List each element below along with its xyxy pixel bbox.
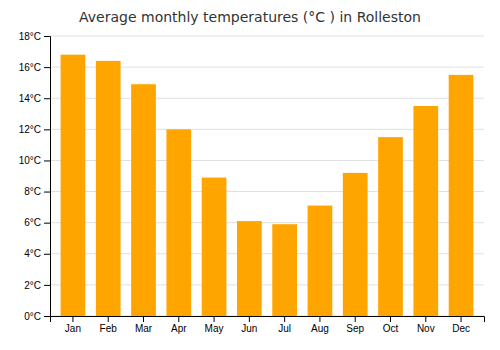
tick: Feb: [100, 316, 118, 334]
tick-mark: [44, 98, 50, 99]
tick-mark: [390, 316, 391, 322]
bar: [272, 224, 297, 316]
axis-domain: [44, 37, 51, 317]
tick-mark: [178, 316, 179, 322]
tick-mark: [284, 316, 285, 322]
bar: [166, 129, 191, 316]
tick-label: 8°C: [24, 186, 41, 197]
tick-mark: [143, 316, 144, 322]
bar: [308, 206, 333, 316]
tick-label: May: [205, 323, 224, 334]
tick: Nov: [417, 316, 435, 334]
tick-mark: [44, 160, 50, 161]
grid-line: [50, 36, 484, 37]
tick-label: 18°C: [19, 31, 41, 42]
tick-mark: [214, 316, 215, 322]
tick-mark: [44, 129, 50, 130]
tick-label: Mar: [135, 323, 153, 334]
tick-label: Nov: [417, 323, 435, 334]
tick: May: [205, 316, 224, 334]
tick-label: Feb: [100, 323, 118, 334]
bar: [96, 61, 121, 316]
tick: Apr: [171, 316, 187, 334]
tick: Oct: [383, 316, 399, 334]
tick-mark: [72, 316, 73, 322]
tick: Jul: [278, 316, 291, 334]
tick: 4°C: [24, 248, 50, 259]
tick-label: 16°C: [19, 62, 41, 73]
tick: 0°C: [24, 311, 50, 322]
tick: 16°C: [19, 62, 50, 73]
title: Average monthly temperatures (°C ) in Ro…: [79, 9, 421, 25]
bar: [131, 84, 156, 316]
tick: Dec: [452, 316, 470, 334]
tick-label: 12°C: [19, 124, 41, 135]
plot: 0°C 2°C 4°C 6°C 8°C 10°C 12°C 14°C 16°C 18°C Jan Fe…: [19, 31, 485, 334]
tick-label: 14°C: [19, 93, 41, 104]
tick-mark: [44, 192, 50, 193]
tick: 12°C: [19, 124, 50, 135]
bar: [202, 178, 227, 316]
bar: [61, 55, 86, 316]
tick-mark: [319, 316, 320, 322]
tick-mark: [44, 36, 50, 37]
bar: [449, 75, 474, 316]
grid: [50, 36, 484, 316]
tick: Sep: [346, 316, 364, 334]
tick-label: 2°C: [24, 280, 41, 291]
tick-mark: [44, 316, 50, 317]
tick: 10°C: [19, 155, 50, 166]
tick-mark: [355, 316, 356, 322]
bar: [413, 106, 438, 316]
tick-label: Sep: [346, 323, 364, 334]
tick-mark: [44, 67, 50, 68]
tick: 18°C: [19, 31, 50, 42]
tick-mark: [249, 316, 250, 322]
tick: 14°C: [19, 93, 50, 104]
tick-label: Jul: [278, 323, 291, 334]
tick-mark: [108, 316, 109, 322]
tick-label: Oct: [383, 323, 399, 334]
tick: 8°C: [24, 186, 50, 197]
tick: 6°C: [24, 217, 50, 228]
tick-label: Jan: [65, 323, 81, 334]
bars: [61, 55, 474, 316]
bar: [378, 137, 403, 316]
tick-label: Jun: [241, 323, 257, 334]
tick-label: 6°C: [24, 217, 41, 228]
y-axis: 0°C 2°C 4°C 6°C 8°C 10°C 12°C 14°C 16°C 18°C: [19, 31, 51, 322]
tick-mark: [425, 316, 426, 322]
tick-mark: [44, 285, 50, 286]
tick-mark: [44, 254, 50, 255]
tick-label: 0°C: [24, 311, 41, 322]
tick-mark: [461, 316, 462, 322]
axis-domain: [51, 317, 485, 323]
tick: Jun: [241, 316, 257, 334]
tick-label: Dec: [452, 323, 470, 334]
tick-mark: [44, 223, 50, 224]
x-axis: Jan Feb Mar Apr May Jun Jul Aug Sep Oct Nov Dec: [51, 316, 485, 334]
tick: Mar: [135, 316, 153, 334]
tick-label: 10°C: [19, 155, 41, 166]
bar: [343, 173, 368, 316]
tick-label: 4°C: [24, 248, 41, 259]
tick: Aug: [311, 316, 329, 334]
tick: Jan: [65, 316, 81, 334]
chart: 0°C 2°C 4°C 6°C 8°C 10°C 12°C 14°C 16°C 18°C Jan Fe…: [0, 0, 500, 350]
bar: [237, 221, 262, 316]
tick-label: Aug: [311, 323, 329, 334]
tick: 2°C: [24, 280, 50, 291]
tick-label: Apr: [171, 323, 187, 334]
